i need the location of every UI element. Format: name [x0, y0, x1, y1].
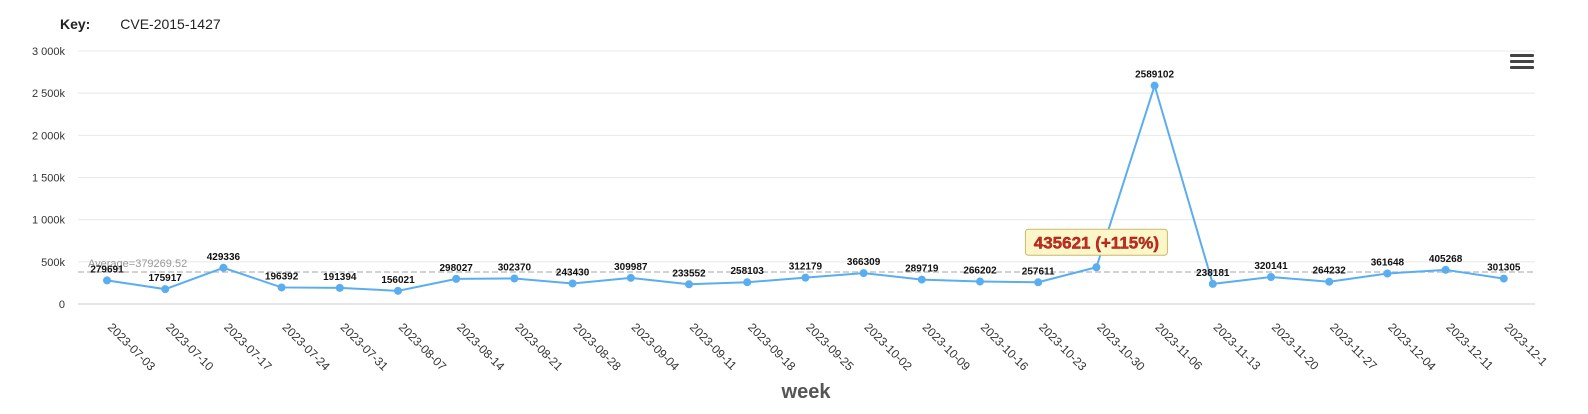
data-point[interactable]: [335, 283, 344, 292]
data-label: 429336: [207, 252, 241, 263]
x-tick-label: 2023-07-17: [221, 320, 275, 374]
data-label: 233552: [672, 268, 706, 279]
data-label: 289719: [905, 264, 939, 275]
key-row: Key: CVE-2015-1427: [60, 16, 221, 32]
data-point[interactable]: [743, 278, 752, 287]
data-label: 175917: [149, 273, 183, 284]
x-tick-label: 2023-08-21: [512, 320, 566, 374]
data-point[interactable]: [394, 286, 402, 295]
x-tick-label: 2023-07-31: [338, 320, 392, 374]
tooltip-box: [1024, 228, 1168, 256]
x-tick-label: 2023-08-07: [396, 320, 450, 374]
data-label: 366309: [847, 257, 881, 268]
data-point[interactable]: [1208, 279, 1217, 288]
data-point[interactable]: [1441, 265, 1450, 274]
y-tick-label: 1 500k: [32, 173, 66, 185]
data-point[interactable]: [1267, 273, 1275, 282]
x-tick-label: 2023-08-14: [454, 320, 508, 374]
key-value: CVE-2015-1427: [120, 16, 221, 32]
x-tick-label: 2023-07-24: [279, 320, 333, 374]
data-point[interactable]: [1150, 81, 1159, 90]
x-tick-label: 2023-10-02: [861, 320, 915, 374]
data-point[interactable]: [917, 275, 926, 284]
tooltip-text: 435621 (+115%): [1034, 233, 1159, 252]
x-tick-label: 2023-07-03: [105, 320, 159, 374]
x-tick-label: 2023-11-13: [1211, 320, 1264, 373]
data-point[interactable]: [976, 277, 984, 286]
data-point[interactable]: [452, 274, 461, 283]
x-tick-label: 2023-08-28: [570, 320, 624, 374]
data-label: 238181: [1196, 268, 1230, 279]
x-tick-label: 2023-09-18: [745, 320, 799, 374]
x-tick-label: 2023-12-11: [1443, 320, 1496, 373]
data-point[interactable]: [859, 269, 868, 278]
data-label: 302370: [498, 263, 532, 274]
data-point[interactable]: [1034, 278, 1043, 287]
data-label: 298027: [440, 263, 474, 274]
x-tick-label: 2023-09-04: [629, 320, 683, 374]
data-label: 320141: [1254, 261, 1288, 272]
data-point[interactable]: [219, 263, 228, 272]
data-point[interactable]: [568, 279, 577, 288]
x-tick-label: 2023-11-06: [1152, 320, 1205, 373]
y-tick-label: 3 000k: [32, 46, 66, 58]
data-point[interactable]: [161, 285, 170, 294]
x-tick-label: 2023-09-11: [687, 320, 740, 373]
hamburger-menu-icon[interactable]: [1510, 54, 1534, 74]
data-point[interactable]: [801, 273, 810, 282]
x-tick-label: 2023-10-09: [920, 320, 974, 374]
data-label: 191394: [323, 272, 357, 283]
x-tick-label: 2023-07-10: [163, 320, 217, 374]
y-tick-label: 500k: [41, 257, 65, 269]
y-tick-label: 2 500k: [32, 88, 66, 100]
data-point[interactable]: [626, 273, 635, 282]
x-tick-label: 2023-11-20: [1269, 320, 1322, 373]
data-point[interactable]: [685, 280, 693, 289]
y-tick-label: 0: [59, 299, 65, 311]
x-tick-label: 2023-09-25: [803, 320, 857, 374]
data-label: 301305: [1487, 263, 1521, 274]
average-label: Average=379269.52: [88, 258, 187, 270]
data-label: 309987: [614, 262, 648, 273]
data-label: 257611: [1022, 266, 1055, 277]
data-point[interactable]: [277, 283, 286, 292]
data-point[interactable]: [1325, 277, 1334, 286]
data-label: 196392: [265, 271, 299, 282]
data-label: 264232: [1313, 266, 1347, 277]
x-tick-label: 2023-12-1: [1502, 320, 1551, 369]
series-line: [106, 82, 1504, 292]
y-tick-label: 1 000k: [32, 215, 66, 227]
data-point[interactable]: [1092, 263, 1101, 272]
data-label: 405268: [1429, 254, 1463, 265]
data-label: 243430: [556, 267, 590, 278]
x-tick-label: 2023-11-27: [1327, 320, 1380, 373]
data-label: 156021: [381, 275, 415, 286]
x-axis-title: week: [781, 381, 832, 403]
x-tick-label: 2023-10-16: [978, 320, 1032, 374]
data-point[interactable]: [103, 276, 111, 285]
x-tick-label: 2023-10-23: [1036, 320, 1090, 374]
key-label: Key:: [60, 16, 91, 32]
y-tick-label: 2 000k: [32, 130, 66, 142]
data-point[interactable]: [1499, 274, 1508, 283]
data-label: 279691: [90, 264, 124, 275]
x-tick-label: 2023-12-04: [1385, 320, 1439, 374]
data-point[interactable]: [510, 274, 519, 283]
x-tick-label: 2023-10-30: [1094, 320, 1148, 374]
data-label: 312179: [789, 262, 823, 273]
data-label: 266202: [963, 266, 997, 277]
data-label: 258103: [731, 266, 765, 277]
data-label: 2589102: [1135, 70, 1174, 81]
data-point[interactable]: [1383, 269, 1392, 278]
data-label: 361648: [1371, 258, 1405, 269]
